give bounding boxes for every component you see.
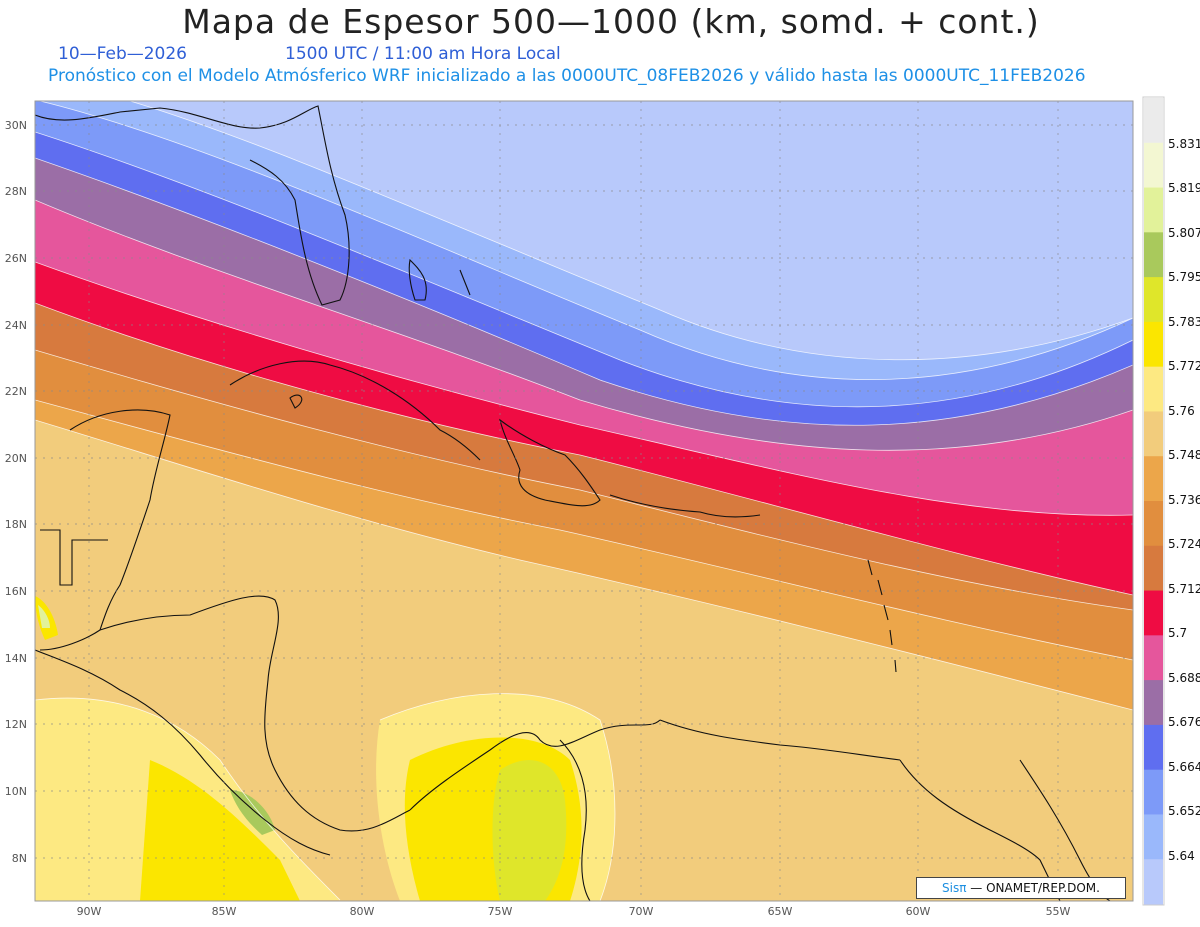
lat-label: 12N [5, 718, 27, 731]
legend-label: 5.676 [1168, 715, 1200, 729]
lon-label: 90W [77, 905, 102, 918]
lon-label: 80W [350, 905, 375, 918]
legend-label: 5.724 [1168, 537, 1200, 551]
thickness-map: 90W 85W 80W 75W 70W 65W 60W 55W 30N 28N … [5, 96, 1200, 918]
legend-swatches [1144, 98, 1163, 905]
legend-swatch [1144, 411, 1163, 457]
legend-swatch [1144, 456, 1163, 502]
plot-frame [34, 100, 1134, 902]
credit-brand: Sisπ [942, 881, 967, 895]
legend-swatch [1144, 769, 1163, 815]
legend-swatch [1144, 590, 1163, 636]
lat-label: 10N [5, 785, 27, 798]
legend-label: 5.795 [1168, 270, 1200, 284]
lat-label: 8N [12, 852, 27, 865]
latitude-labels: 30N 28N 26N 24N 22N 20N 18N 16N 14N 12N … [5, 119, 27, 865]
legend-label: 5.807 [1168, 226, 1200, 240]
legend-swatch [1144, 859, 1163, 905]
lat-label: 28N [5, 185, 27, 198]
legend-label: 5.831 [1168, 137, 1200, 151]
legend-swatch [1144, 501, 1163, 547]
credit-text: — ONAMET/REP.DOM. [966, 881, 1100, 895]
coastlines [35, 105, 1111, 901]
lat-label: 26N [5, 252, 27, 265]
lon-label: 60W [906, 905, 931, 918]
legend-frame [1142, 96, 1165, 906]
legend-label: 5.772 [1168, 359, 1200, 373]
lon-label: 65W [768, 905, 793, 918]
graticule [35, 101, 1133, 901]
legend-swatch [1144, 366, 1163, 412]
legend-swatch [1144, 724, 1163, 771]
lat-label: 22N [5, 385, 27, 398]
lat-label: 18N [5, 518, 27, 531]
lat-label: 20N [5, 452, 27, 465]
color-legend: 5.831 5.819 5.807 5.795 5.783 5.772 5.76… [1142, 96, 1200, 906]
lon-label: 55W [1046, 905, 1071, 918]
lon-label: 70W [629, 905, 654, 918]
legend-swatch [1144, 680, 1163, 726]
legend-swatch [1144, 635, 1163, 681]
legend-label: 5.783 [1168, 315, 1200, 329]
legend-swatch [1144, 142, 1163, 189]
legend-label: 5.712 [1168, 582, 1200, 596]
lat-label: 16N [5, 585, 27, 598]
longitude-labels: 90W 85W 80W 75W 70W 65W 60W 55W [77, 905, 1071, 918]
lat-label: 14N [5, 652, 27, 665]
thickness-field [35, 101, 1133, 901]
legend-swatch [1144, 814, 1163, 860]
lat-label: 30N [5, 119, 27, 132]
contour-lines [35, 101, 1133, 901]
legend-label: 5.76 [1168, 404, 1195, 418]
legend-label: 5.688 [1168, 671, 1200, 685]
legend-label: 5.652 [1168, 804, 1200, 818]
map-title: Mapa de Espesor 500—1000 (km, somd. + co… [182, 2, 1040, 41]
legend-label: 5.819 [1168, 181, 1200, 195]
legend-swatch [1144, 277, 1163, 323]
valid-time: 1500 UTC / 11:00 am Hora Local [285, 44, 561, 64]
legend-swatch [1144, 98, 1163, 144]
legend-swatch [1144, 545, 1163, 592]
legend-swatch [1144, 232, 1163, 278]
lat-label: 24N [5, 319, 27, 332]
legend-label: 5.64 [1168, 849, 1195, 863]
legend-label: 5.7 [1168, 626, 1187, 640]
lon-label: 85W [212, 905, 237, 918]
lon-label: 75W [488, 905, 513, 918]
model-description: Pronóstico con el Modelo Atmósferico WRF… [48, 66, 1086, 86]
legend-swatch [1144, 187, 1163, 233]
legend-label: 5.664 [1168, 760, 1200, 774]
legend-swatch [1144, 321, 1163, 368]
credit-label: Sisπ — ONAMET/REP.DOM. [916, 877, 1126, 899]
legend-labels: 5.831 5.819 5.807 5.795 5.783 5.772 5.76… [1168, 137, 1200, 863]
legend-label: 5.748 [1168, 448, 1200, 462]
legend-label: 5.736 [1168, 493, 1200, 507]
valid-date: 10—Feb—2026 [58, 44, 187, 64]
